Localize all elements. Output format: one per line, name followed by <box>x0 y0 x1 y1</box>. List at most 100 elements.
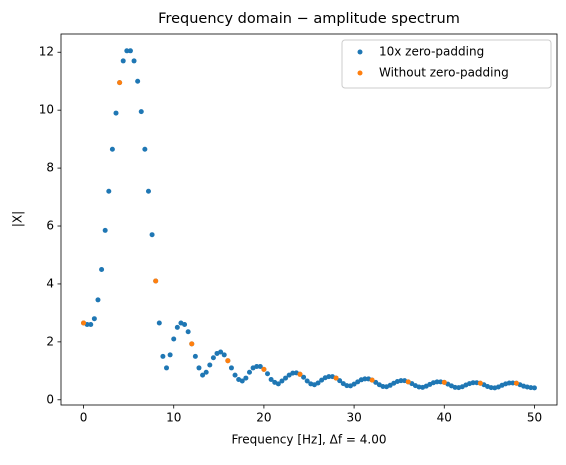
point <box>344 383 350 389</box>
point <box>189 341 195 347</box>
point <box>265 371 271 377</box>
point <box>337 378 343 384</box>
point <box>319 377 325 383</box>
point <box>510 380 516 386</box>
point <box>131 58 137 64</box>
point <box>207 362 213 368</box>
point <box>192 353 198 359</box>
chart-title: Frequency domain − amplitude spectrum <box>158 11 460 27</box>
point <box>398 378 404 384</box>
x-axis-label: Frequency [Hz], Δf = 4.00 <box>232 433 387 447</box>
point <box>513 380 519 386</box>
point <box>149 232 155 238</box>
point <box>185 329 191 335</box>
point <box>171 336 177 342</box>
point <box>225 358 231 364</box>
point <box>156 320 162 326</box>
point <box>441 379 447 385</box>
y-tick-label: 12 <box>39 45 54 59</box>
x-tick-label: 20 <box>256 411 271 425</box>
point <box>239 378 245 384</box>
point <box>203 369 209 375</box>
point <box>362 376 368 382</box>
point <box>405 379 411 385</box>
x-tick-label: 30 <box>346 411 361 425</box>
point <box>109 146 115 152</box>
point <box>279 378 285 384</box>
x-tick-label: 50 <box>527 411 542 425</box>
point <box>232 372 238 378</box>
point <box>315 380 321 386</box>
point <box>531 385 537 391</box>
point <box>138 109 144 115</box>
point <box>373 379 379 385</box>
point <box>246 369 252 375</box>
y-tick-label: 8 <box>46 161 54 175</box>
point <box>95 297 101 303</box>
point <box>113 110 119 116</box>
point <box>120 58 126 64</box>
point <box>452 384 458 390</box>
x-tick-label: 10 <box>166 411 181 425</box>
legend-box <box>341 39 552 89</box>
x-tick-label: 0 <box>80 411 88 425</box>
point <box>528 385 534 391</box>
point <box>351 381 357 387</box>
legend-marker <box>357 70 363 76</box>
point <box>145 188 151 194</box>
point <box>106 188 112 194</box>
point <box>182 321 188 327</box>
point <box>127 48 133 54</box>
point <box>99 266 105 272</box>
point <box>200 372 206 378</box>
point <box>88 321 94 327</box>
point <box>434 379 440 385</box>
y-tick-label: 6 <box>46 219 54 233</box>
point <box>470 380 476 386</box>
point <box>102 227 108 233</box>
point <box>218 349 224 355</box>
point <box>91 316 97 322</box>
point <box>196 365 202 371</box>
plot-area <box>60 33 558 406</box>
point <box>124 48 130 54</box>
point <box>477 380 483 386</box>
point <box>275 381 281 387</box>
point <box>290 370 296 376</box>
point <box>257 363 263 369</box>
point <box>117 80 123 86</box>
y-tick-label: 10 <box>39 103 54 117</box>
y-tick-label: 2 <box>46 334 54 348</box>
point <box>333 375 339 381</box>
y-axis-label: |X| <box>11 211 25 227</box>
point <box>160 353 166 359</box>
point <box>243 375 249 381</box>
point <box>261 366 267 372</box>
y-tick-label: 4 <box>46 276 54 290</box>
point <box>506 380 512 386</box>
point <box>167 352 173 358</box>
point <box>380 383 386 389</box>
x-tick-label: 40 <box>437 411 452 425</box>
point <box>164 365 170 371</box>
point <box>369 377 375 383</box>
point <box>297 371 303 377</box>
point <box>488 385 494 391</box>
point <box>174 324 180 330</box>
legend-marker <box>357 49 363 55</box>
point <box>304 378 310 384</box>
point <box>221 352 227 358</box>
point <box>135 78 141 84</box>
y-tick-label: 0 <box>46 392 54 406</box>
point <box>142 146 148 152</box>
point <box>301 374 307 380</box>
point <box>228 365 234 371</box>
point <box>326 374 332 380</box>
point <box>254 363 260 369</box>
point <box>268 377 274 383</box>
point <box>283 375 289 381</box>
point <box>81 320 87 326</box>
legend-label: Without zero-padding <box>379 66 509 80</box>
point <box>416 384 422 390</box>
